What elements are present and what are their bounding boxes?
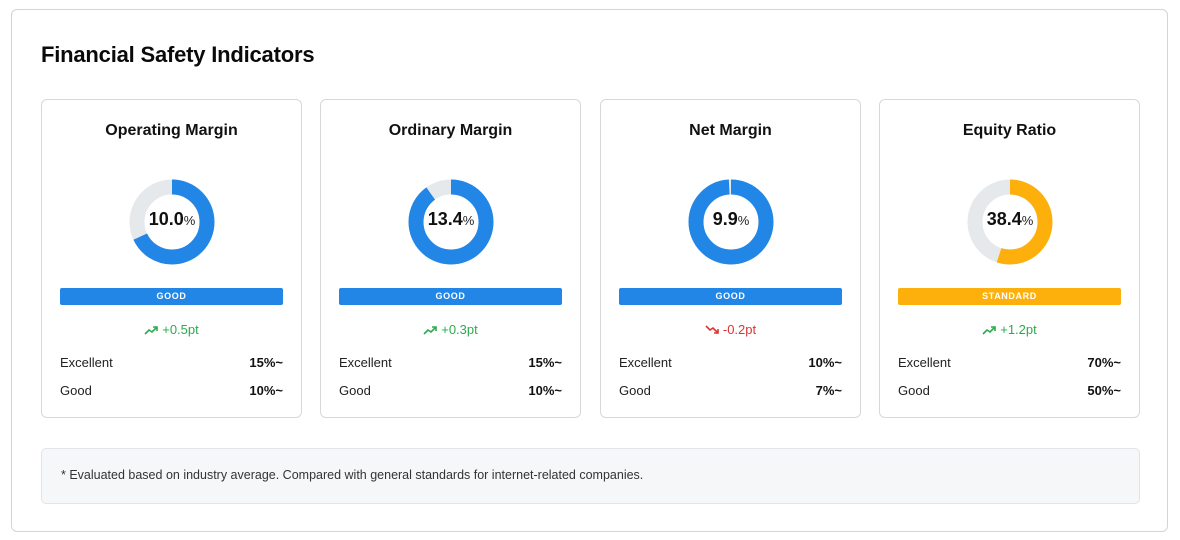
gauge-value: 10.0% xyxy=(128,209,216,230)
card-title: Net Margin xyxy=(689,122,772,139)
change-indicator: -0.2pt xyxy=(601,322,860,337)
threshold-value: 15%~ xyxy=(249,355,283,370)
status-badge: GOOD xyxy=(619,288,842,305)
change-indicator: +0.5pt xyxy=(42,322,301,337)
trend-up-icon xyxy=(144,325,159,335)
threshold-value: 15%~ xyxy=(528,355,562,370)
gauge-unit: % xyxy=(737,213,750,228)
change-indicator: +1.2pt xyxy=(880,322,1139,337)
change-value: +1.2pt xyxy=(1000,322,1037,337)
threshold-value: 10%~ xyxy=(808,355,842,370)
threshold-value: 10%~ xyxy=(528,383,562,398)
footnote-box: * Evaluated based on industry average. C… xyxy=(41,448,1140,504)
page-title: Financial Safety Indicators xyxy=(41,42,315,67)
trend-down-icon xyxy=(705,325,719,335)
threshold-value: 7%~ xyxy=(815,383,842,398)
threshold-label: Excellent xyxy=(619,355,672,370)
threshold-label: Good xyxy=(60,383,92,398)
donut-gauge: 38.4% xyxy=(966,178,1054,266)
donut-gauge: 10.0% xyxy=(128,178,216,266)
gauge-fill xyxy=(967,179,1053,265)
threshold-value: 10%~ xyxy=(249,383,283,398)
indicator-card-net-margin: Net Margin 9.9% GOOD -0.2pt Excellent 10%… xyxy=(600,99,861,418)
threshold-label: Excellent xyxy=(60,355,113,370)
threshold-label: Excellent xyxy=(898,355,951,370)
threshold-label: Good xyxy=(339,383,371,398)
card-title: Equity Ratio xyxy=(962,122,1057,139)
gauge-value: 9.9% xyxy=(687,209,775,230)
gauge-fill xyxy=(688,179,774,265)
card-title: Operating Margin xyxy=(105,122,238,139)
donut-gauge: 13.4% xyxy=(407,178,495,266)
gauge-fill xyxy=(129,179,215,265)
gauge-number: 9.9 xyxy=(712,209,738,229)
trend-up-icon xyxy=(423,325,438,335)
financial-safety-panel: Financial Safety Indicators Operating Ma… xyxy=(11,9,1168,532)
status-badge: STANDARD xyxy=(898,288,1121,305)
gauge-unit: % xyxy=(183,213,196,228)
threshold-value: 50%~ xyxy=(1087,383,1121,398)
gauge-value: 38.4% xyxy=(966,209,1054,230)
gauge-number: 10.0 xyxy=(148,209,184,229)
gauge-number: 13.4 xyxy=(427,209,463,229)
change-indicator: +0.3pt xyxy=(321,322,580,337)
card-title: Ordinary Margin xyxy=(388,122,513,139)
footnote-text: * Evaluated based on industry average. C… xyxy=(61,468,644,482)
gauge-unit: % xyxy=(462,213,475,228)
status-badge: GOOD xyxy=(339,288,562,305)
gauge-value: 13.4% xyxy=(407,209,495,230)
donut-gauge: 9.9% xyxy=(687,178,775,266)
gauge-number: 38.4 xyxy=(986,209,1022,229)
trend-up-icon xyxy=(982,325,997,335)
change-value: -0.2pt xyxy=(722,322,757,337)
threshold-value: 70%~ xyxy=(1087,355,1121,370)
change-value: +0.3pt xyxy=(441,322,478,337)
status-badge: GOOD xyxy=(60,288,283,305)
gauge-fill xyxy=(408,179,494,265)
indicator-card-operating-margin: Operating Margin 10.0% GOOD +0.5pt Excel… xyxy=(41,99,302,418)
threshold-label: Excellent xyxy=(339,355,392,370)
indicator-card-ordinary-margin: Ordinary Margin 13.4% GOOD +0.3pt Excell… xyxy=(320,99,581,418)
threshold-label: Good xyxy=(898,383,930,398)
gauge-unit: % xyxy=(1021,213,1034,228)
threshold-label: Good xyxy=(619,383,651,398)
change-value: +0.5pt xyxy=(162,322,199,337)
indicator-card-equity-ratio: Equity Ratio 38.4% STANDARD +1.2pt Excel… xyxy=(879,99,1140,418)
